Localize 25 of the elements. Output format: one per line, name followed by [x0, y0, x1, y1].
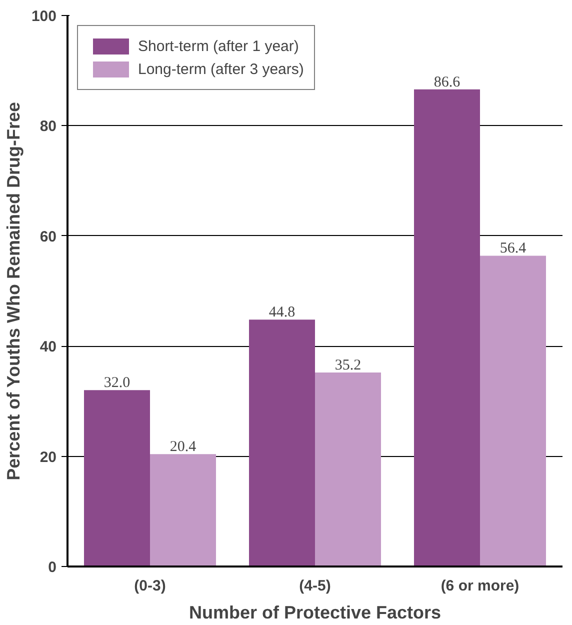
bar — [150, 454, 216, 566]
legend-label: Short-term (after 1 year) — [138, 38, 299, 54]
bar — [315, 372, 381, 566]
x-tick-label: (4-5) — [299, 578, 331, 594]
bar — [480, 256, 546, 566]
y-tick-label: 100 — [31, 8, 57, 25]
y-tick-label: 80 — [40, 118, 57, 136]
bar — [84, 390, 150, 566]
data-label: 20.4 — [170, 439, 197, 456]
data-label: 56.4 — [500, 240, 527, 257]
y-tick-label: 60 — [40, 228, 57, 246]
y-axis-title: Percent of Youths Who Remained Drug-Free — [3, 102, 24, 480]
x-tick-label: (6 or more) — [440, 578, 520, 594]
data-label: 44.8 — [268, 304, 296, 321]
bar — [414, 89, 480, 566]
legend-label: Long-term (after 3 years) — [138, 60, 304, 78]
data-label: 86.6 — [434, 74, 461, 90]
x-axis-title: Number of Protective Factors — [188, 602, 442, 622]
data-label: 35.2 — [334, 358, 362, 374]
bar — [249, 320, 315, 566]
y-tick-label: 40 — [40, 338, 57, 356]
y-tick-label: 0 — [48, 559, 56, 576]
x-tick-label: (0-3) — [134, 578, 166, 594]
y-tick-label: 20 — [40, 448, 57, 466]
data-label: 32.0 — [104, 375, 130, 392]
